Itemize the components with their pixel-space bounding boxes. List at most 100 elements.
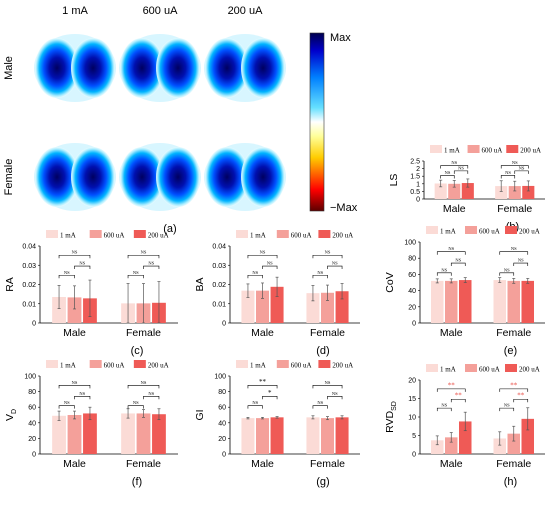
- y-axis-label: RVDSD: [384, 401, 398, 433]
- x-tick-label: Male: [251, 458, 274, 470]
- significance-bracket: [440, 175, 455, 179]
- panel-label: (e): [504, 345, 517, 357]
- significance-label: NS: [451, 160, 457, 165]
- bar-female-series-2: [508, 186, 521, 199]
- significance-bracket: [514, 170, 529, 174]
- y-tick-label: 0.03: [212, 263, 226, 270]
- bar-male-series-2: [67, 415, 82, 454]
- legend-swatch: [318, 360, 331, 368]
- legend-label: 200 uA: [332, 232, 353, 240]
- bar-male-series-2: [256, 418, 269, 454]
- legend-swatch: [89, 360, 102, 368]
- legend-swatch: [505, 364, 517, 372]
- bar-male-series-2: [445, 437, 458, 454]
- legend-label: 1 mA: [440, 366, 456, 374]
- significance-label: **: [455, 392, 463, 400]
- heatmap-cell-male-2: [119, 34, 201, 102]
- legend-label: 200 uA: [519, 366, 540, 374]
- y-tick-label: 0.03: [22, 263, 36, 270]
- legend-label: 1 mA: [444, 147, 460, 155]
- colorbar: [309, 32, 325, 212]
- legend-swatch: [236, 230, 248, 238]
- legend-swatch: [133, 230, 146, 238]
- legend-swatch: [467, 145, 480, 153]
- y-tick-label: 80: [218, 389, 226, 396]
- bar-male-series-3: [83, 413, 97, 454]
- bar-female-series-2: [507, 280, 520, 323]
- x-tick-label: Male: [63, 327, 86, 339]
- y-tick-label: 0.02: [212, 282, 226, 289]
- y-tick-label: 0.01: [212, 301, 226, 308]
- y-tick-label: 2: [416, 166, 420, 173]
- bar-female-series-3: [152, 414, 166, 454]
- x-tick-label: Female: [497, 203, 532, 215]
- legend-swatch: [465, 226, 477, 234]
- significance-bracket: [143, 265, 160, 270]
- significance-bracket: [453, 170, 469, 174]
- heatmap-cell-male-3: [204, 34, 286, 102]
- y-tick-label: 5: [412, 433, 416, 440]
- bar-male-series-1: [241, 290, 255, 323]
- legend-label: 1 mA: [440, 228, 456, 236]
- significance-label: NS: [317, 400, 323, 405]
- heatmap-left-lobe: [205, 147, 249, 207]
- legend-label: 1 mA: [250, 232, 266, 240]
- heatmap-panel: 1 mA 600 uA 200 uA Male Female Max −Max …: [3, 5, 358, 235]
- y-tick-label: 20: [218, 436, 226, 443]
- significance-bracket: [499, 251, 529, 255]
- significance-label: *: [268, 389, 272, 397]
- significance-label: NS: [79, 391, 85, 396]
- row-label-female: Female: [3, 159, 15, 196]
- legend-label: 200 uA: [148, 362, 169, 370]
- y-tick-label: 40: [28, 420, 36, 427]
- bar-female-series-3: [521, 280, 534, 323]
- x-tick-label: Female: [126, 458, 161, 470]
- significance-label: NS: [441, 267, 447, 272]
- legend-label: 600 uA: [291, 362, 312, 370]
- legend-label: 1 mA: [250, 362, 266, 370]
- heatmap-right-lobe: [241, 38, 285, 98]
- significance-bracket: [127, 385, 160, 389]
- significance-label: NS: [317, 270, 323, 275]
- y-tick-label: 10: [408, 415, 416, 422]
- significance-bracket: [262, 395, 278, 400]
- significance-label: NS: [458, 165, 464, 170]
- bar-female-series-2: [321, 418, 334, 454]
- chart-vd: 0 20 40 60 80 100 VD NS NS NS Male NS NS NS Female 1 mA…: [4, 360, 178, 488]
- bar-male-series-1: [52, 297, 66, 323]
- significance-label: **: [510, 381, 518, 389]
- x-tick-label: Female: [310, 458, 345, 470]
- significance-bracket: [436, 407, 452, 412]
- x-tick-label: Female: [310, 327, 345, 339]
- significance-bracket: [312, 405, 328, 409]
- y-tick-label: 80: [408, 256, 416, 263]
- y-tick-label: 0.01: [22, 301, 36, 308]
- panel-label: (c): [131, 345, 144, 357]
- significance-label: NS: [445, 170, 451, 175]
- significance-label: NS: [252, 400, 258, 405]
- heatmap-right-lobe: [71, 147, 115, 207]
- significance-bracket: [247, 274, 263, 279]
- colorbar-min-label: −Max: [330, 202, 358, 214]
- panel-label: (g): [316, 476, 329, 488]
- significance-label: NS: [325, 250, 331, 255]
- heatmap-cell-male-1: [34, 34, 116, 102]
- significance-bracket: [58, 385, 91, 389]
- bar-female-series-3: [521, 418, 534, 454]
- significance-label: NS: [133, 270, 139, 275]
- legend-swatch: [236, 360, 248, 368]
- significance-bracket: [74, 395, 91, 400]
- significance-bracket: [450, 398, 466, 403]
- bar-male-series-1: [431, 280, 444, 323]
- heatmap-left-lobe: [35, 147, 79, 207]
- heatmap-left-lobe: [205, 38, 249, 98]
- bar-male-series-2: [448, 183, 461, 199]
- legend-swatch: [89, 230, 102, 238]
- bar-male-series-1: [431, 440, 444, 454]
- y-tick-label: 60: [218, 405, 226, 412]
- panel-label: (d): [316, 345, 329, 357]
- heatmap-left-lobe: [120, 147, 164, 207]
- significance-bracket: [312, 385, 343, 389]
